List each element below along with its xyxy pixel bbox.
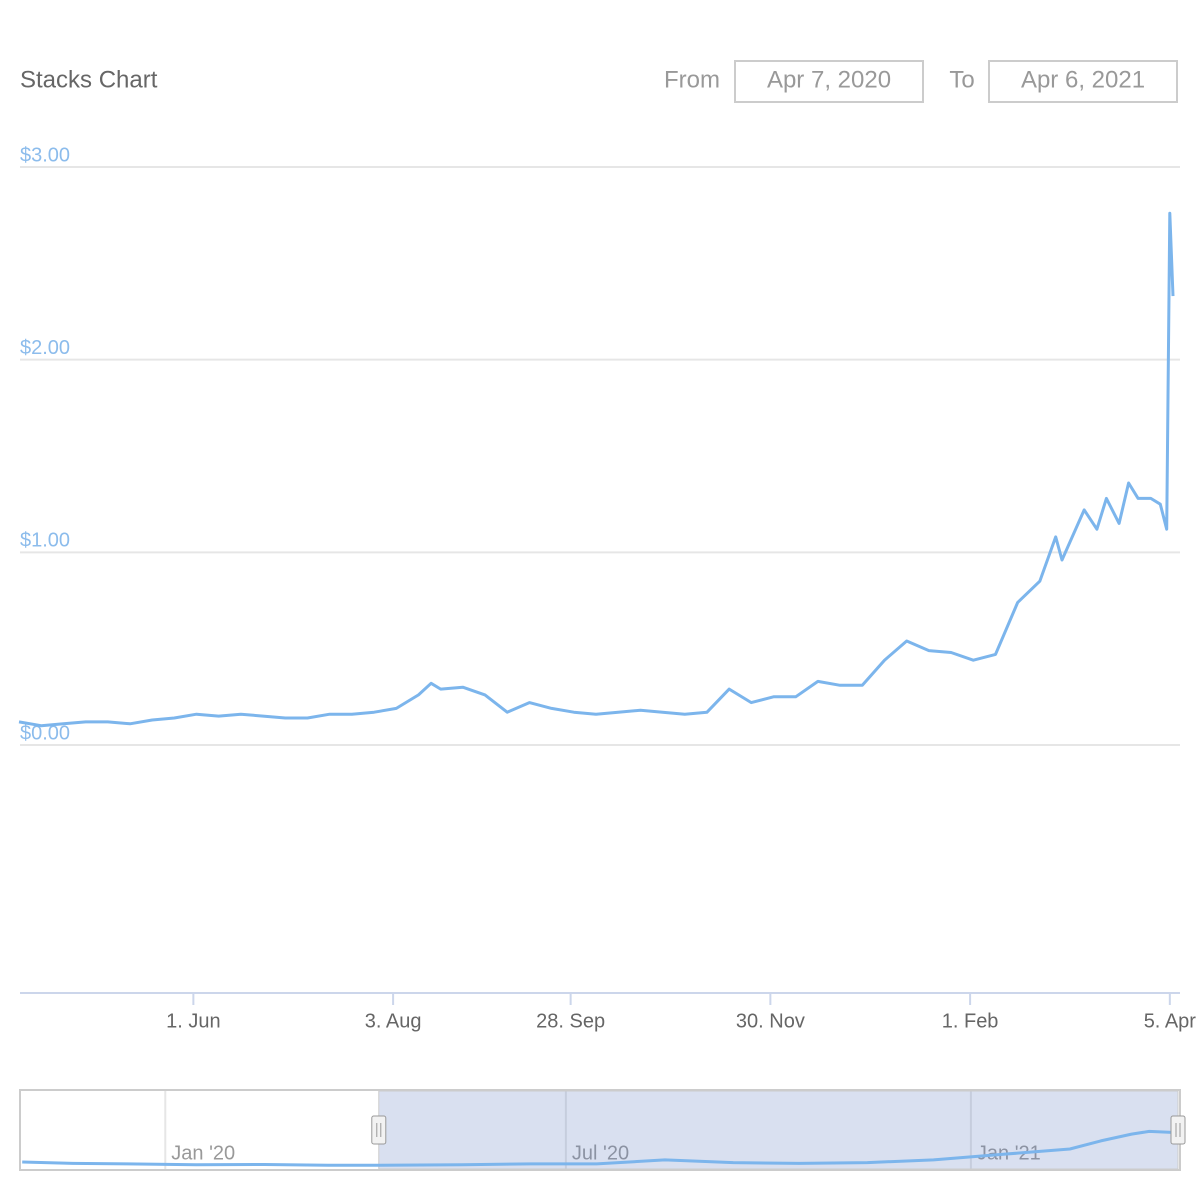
x-tick-label: 1. Jun — [166, 1010, 220, 1032]
chart-title: Stacks Chart — [20, 66, 158, 93]
to-value[interactable]: Apr 6, 2021 — [1021, 66, 1145, 93]
x-tick-label: 5. Apr — [1144, 1010, 1197, 1032]
price-line — [22, 1129, 1181, 1167]
navigator-handle[interactable] — [371, 1115, 387, 1145]
x-tick-label: 28. Sep — [536, 1010, 605, 1032]
x-tick-label: 1. Feb — [942, 1010, 999, 1032]
navigator-tick-label: Jul '20 — [572, 1142, 629, 1164]
y-tick-label: $1.00 — [20, 530, 70, 552]
y-tick-label: $2.00 — [20, 337, 70, 359]
price-line — [18, 211, 1175, 728]
y-tick-label: $0.00 — [20, 722, 70, 744]
navigator-selection[interactable] — [378, 1090, 1179, 1170]
from-input[interactable] — [734, 60, 924, 103]
navigator-handle[interactable] — [1170, 1115, 1186, 1145]
navigator-tick-label: Jan '20 — [171, 1142, 235, 1164]
y-tick-label: $3.00 — [20, 144, 70, 166]
to-label: To — [949, 66, 974, 93]
to-input[interactable] — [988, 60, 1178, 103]
from-value[interactable]: Apr 7, 2020 — [767, 66, 891, 93]
x-tick-label: 3. Aug — [365, 1010, 422, 1032]
from-label: From — [664, 66, 720, 93]
x-tick-label: 30. Nov — [736, 1010, 805, 1032]
